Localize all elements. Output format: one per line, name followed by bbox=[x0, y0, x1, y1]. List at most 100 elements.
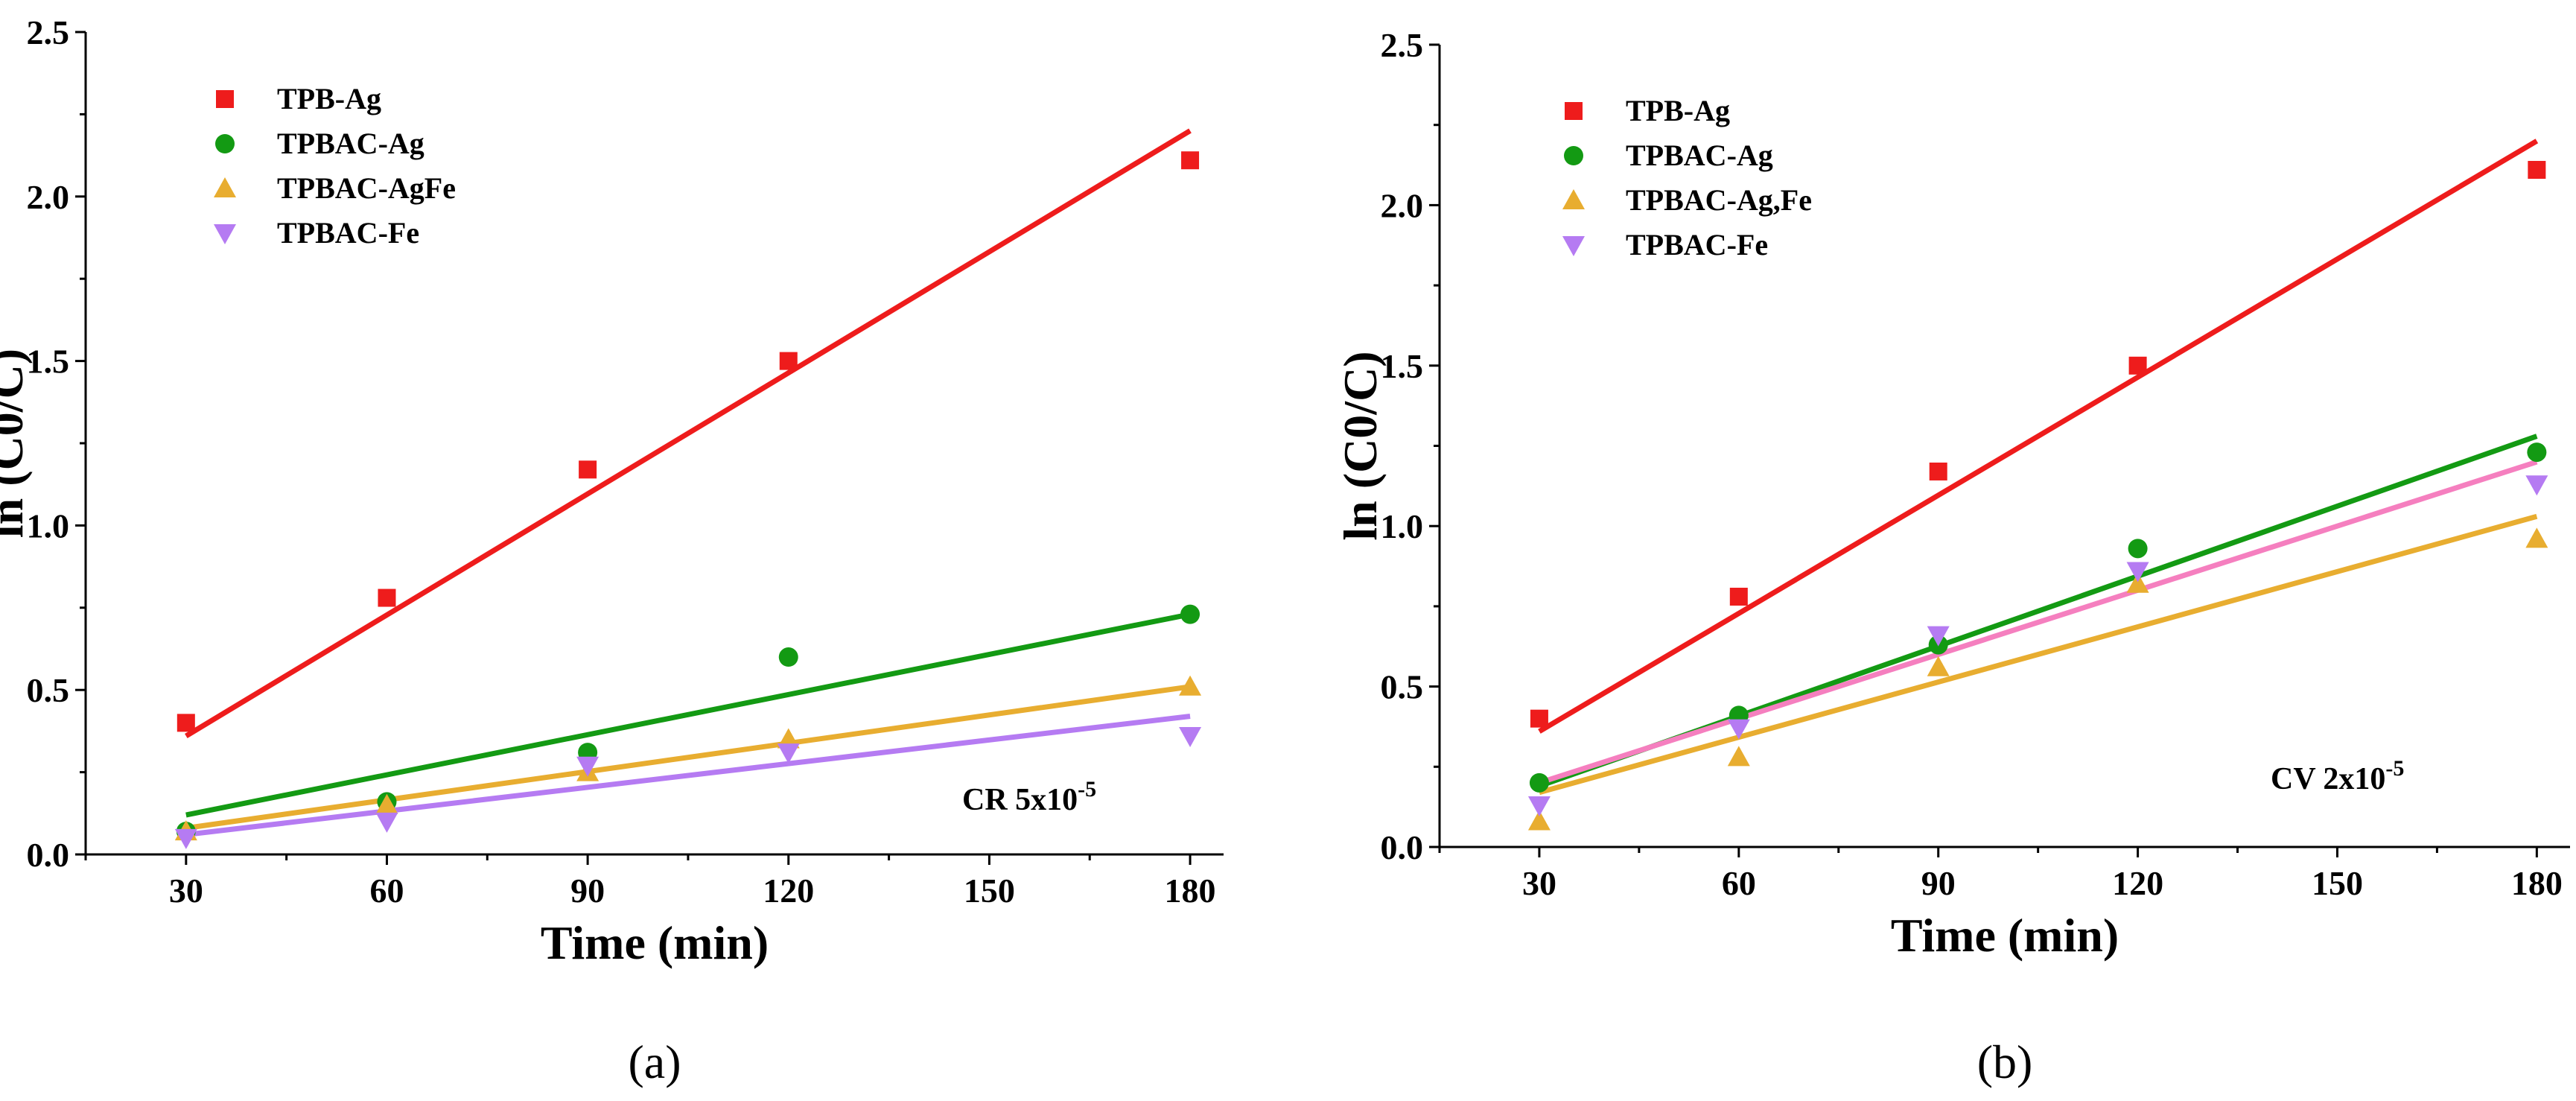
x-tick-label: 30 bbox=[169, 872, 203, 910]
legend-label: TPBAC-AgFe bbox=[277, 171, 456, 205]
annotation-base: CV 2x10 bbox=[2271, 762, 2385, 796]
y-tick-label: 1.5 bbox=[27, 343, 70, 381]
data-point bbox=[778, 647, 798, 667]
legend-label: TPBAC-Fe bbox=[1626, 228, 1768, 261]
series-3 bbox=[1538, 459, 2538, 786]
data-point bbox=[1729, 587, 1748, 606]
data-point bbox=[1727, 746, 1750, 767]
legend-marker bbox=[1564, 146, 1583, 165]
legend-label: TPBAC-Fe bbox=[277, 216, 419, 250]
data-point bbox=[1179, 675, 1202, 696]
fit-line bbox=[185, 714, 1191, 837]
data-point bbox=[2527, 442, 2547, 463]
x-tick-label: 150 bbox=[964, 872, 1015, 910]
data-point bbox=[378, 588, 396, 607]
data-point bbox=[2528, 161, 2546, 180]
data-point bbox=[1929, 462, 1947, 480]
chart-panel-b: 0.0 0.5 1.0 1.5 2.0 2.5 30 60 90 120 150 180 Time (m… bbox=[1334, 26, 2570, 1088]
panel-label: (b) bbox=[1977, 1035, 2033, 1088]
legend-marker bbox=[1562, 236, 1585, 256]
data-point bbox=[2126, 572, 2149, 593]
y-tick-label: 0.5 bbox=[1381, 668, 1424, 706]
data-point bbox=[1179, 727, 1202, 748]
fit-line bbox=[1538, 139, 2539, 734]
chart-panel-a: 0.0 0.5 1.0 1.5 2.0 2.5 30 60 90 120 150 180 Time (m… bbox=[0, 13, 1224, 1088]
data-point bbox=[174, 828, 197, 849]
series-3 bbox=[185, 714, 1191, 837]
y-tick-label: 2.0 bbox=[27, 178, 70, 216]
legend-marker bbox=[216, 90, 234, 108]
annotation-exponent: -5 bbox=[1078, 777, 1096, 802]
y-tick-label: 0.0 bbox=[27, 836, 70, 874]
concentration-annotation: CV 2x10-5 bbox=[2271, 756, 2404, 796]
data-point bbox=[375, 793, 398, 814]
y-tick-label: 1.0 bbox=[27, 507, 70, 545]
series-points-0 bbox=[176, 151, 1200, 732]
y-tick-label: 1.5 bbox=[1381, 347, 1424, 385]
series-points-2 bbox=[1527, 527, 2548, 831]
legend-label: TPBAC-Ag,Fe bbox=[1626, 183, 1812, 217]
legend-marker bbox=[1565, 102, 1583, 120]
concentration-annotation: CR 5x10-5 bbox=[962, 777, 1096, 817]
series-0 bbox=[1538, 139, 2539, 734]
series-2 bbox=[1539, 513, 2538, 796]
x-tick-label: 180 bbox=[1165, 872, 1216, 910]
data-point bbox=[2525, 475, 2548, 496]
data-point bbox=[1727, 719, 1750, 740]
x-axis-label: Time (min) bbox=[1891, 909, 2119, 962]
data-point bbox=[1927, 656, 1950, 676]
data-point bbox=[176, 714, 195, 732]
annotation-base: CR 5x10 bbox=[962, 783, 1078, 817]
data-point bbox=[1527, 810, 1551, 831]
data-point bbox=[779, 352, 798, 370]
fit-line bbox=[1539, 513, 2538, 796]
data-point bbox=[1181, 151, 1200, 170]
series-2 bbox=[185, 684, 1191, 831]
data-point bbox=[1927, 626, 1950, 647]
series-points-0 bbox=[1530, 161, 2546, 728]
series-1 bbox=[185, 612, 1191, 818]
series-points-1 bbox=[1529, 442, 2547, 793]
y-tick-label: 1.0 bbox=[1381, 507, 1424, 545]
legend: TPB-Ag TPBAC-Ag TPBAC-AgFe TPBAC-Fe bbox=[214, 82, 456, 250]
x-tick-label: 90 bbox=[1921, 864, 1956, 902]
data-point bbox=[1180, 604, 1200, 624]
x-tick-label: 180 bbox=[2511, 864, 2563, 902]
data-point bbox=[576, 756, 600, 777]
legend-label: TPBAC-Ag bbox=[1626, 139, 1773, 172]
data-point bbox=[1530, 709, 1548, 728]
series-points-3 bbox=[1527, 475, 2548, 816]
legend: TPB-Ag TPBAC-Ag TPBAC-Ag,Fe TPBAC-Fe bbox=[1562, 94, 1812, 261]
x-tick-label: 60 bbox=[1722, 864, 1756, 902]
data-point bbox=[579, 460, 597, 479]
x-tick-label: 120 bbox=[2112, 864, 2163, 902]
data-point bbox=[777, 728, 800, 749]
legend-marker bbox=[215, 134, 235, 153]
x-tick-label: 60 bbox=[369, 872, 404, 910]
legend-label: TPBAC-Ag bbox=[277, 127, 424, 160]
data-point bbox=[2126, 562, 2149, 583]
y-tick-label: 2.0 bbox=[1381, 186, 1424, 224]
y-tick-label: 2.5 bbox=[1381, 26, 1424, 64]
data-point bbox=[1529, 772, 1549, 793]
legend-marker bbox=[1562, 189, 1585, 209]
data-point bbox=[2128, 539, 2148, 559]
series-points-3 bbox=[174, 727, 1202, 849]
x-tick-label: 150 bbox=[2312, 864, 2363, 902]
series-0 bbox=[185, 128, 1192, 739]
data-point bbox=[2128, 356, 2147, 375]
y-tick-label: 2.5 bbox=[27, 13, 70, 51]
y-tick-label: 0.5 bbox=[27, 671, 70, 709]
fit-line bbox=[185, 612, 1191, 818]
y-axis-label: ln (C0/C) bbox=[0, 349, 33, 538]
x-tick-label: 120 bbox=[763, 872, 814, 910]
fit-line bbox=[185, 128, 1192, 739]
legend-marker bbox=[214, 224, 236, 244]
x-tick-label: 90 bbox=[570, 872, 605, 910]
legend-marker bbox=[214, 177, 236, 197]
fit-line bbox=[1538, 459, 2538, 786]
annotation-exponent: -5 bbox=[2385, 756, 2404, 781]
data-point bbox=[1527, 796, 1551, 816]
data-point bbox=[375, 812, 398, 833]
fit-line bbox=[185, 684, 1191, 831]
